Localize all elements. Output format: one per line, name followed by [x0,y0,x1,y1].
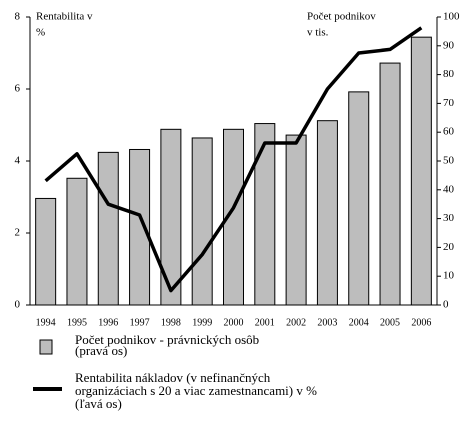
x-tick-label: 1994 [36,317,56,328]
y2-tick-label: 100 [443,11,460,23]
y2-tick-label: 60 [443,126,455,138]
x-tick-label: 2000 [224,317,244,328]
legend-label: (pravá os) [75,343,127,358]
y2-axis-label: Počet podnikov [307,11,376,23]
y2-tick-label: 90 [443,39,455,51]
y2-tick-label: 0 [443,299,449,311]
y-tick-label: 2 [15,227,21,239]
y-axis-label: % [36,27,45,39]
x-tick-label: 2003 [317,317,337,328]
legend-label: Rentabilita nákladov (v nefinančných [75,370,271,385]
y-axis-label: Rentabilita v [36,11,93,23]
bar [97,151,119,306]
y2-tick-label: 20 [443,241,455,253]
y2-tick-label: 30 [443,212,455,224]
bar [410,36,432,306]
x-tick-label: 2005 [380,317,400,328]
legend-label: (ľavá os) [75,396,122,411]
y-tick-label: 0 [15,299,21,311]
y-tick-label: 8 [15,11,21,23]
legend-label: Počet podnikov - právnických osôb [75,332,259,347]
legend-label: organizáciach s 20 a viac zamestnancami)… [75,383,317,398]
x-tick-label: 1995 [67,317,87,328]
y2-tick-label: 70 [443,97,455,109]
x-tick-label: 2001 [255,317,275,328]
bar [254,123,276,306]
bar [348,91,370,306]
line [44,26,423,293]
y2-axis-label: v tis. [307,27,329,39]
bar [316,120,338,306]
bar [35,197,57,306]
y2-tick-label: 10 [443,270,455,282]
bar [379,62,401,306]
bar [191,137,213,306]
legend-swatch-bar [39,339,53,355]
bar [285,134,307,306]
x-tick-label: 2004 [349,317,369,328]
x-tick-label: 2006 [411,317,431,328]
x-tick-label: 1999 [192,317,212,328]
bar [129,148,151,306]
y2-tick-label: 50 [443,155,455,167]
x-tick-label: 2002 [286,317,306,328]
bar [66,177,88,306]
x-tick-label: 1997 [130,317,150,328]
y2-tick-label: 80 [443,68,455,80]
bar [160,128,182,306]
y-tick-label: 4 [15,155,21,167]
y2-tick-label: 40 [443,183,455,195]
y-tick-label: 6 [15,83,21,95]
bar [223,128,244,306]
x-tick-label: 1998 [161,317,181,328]
x-tick-label: 1996 [98,317,118,328]
